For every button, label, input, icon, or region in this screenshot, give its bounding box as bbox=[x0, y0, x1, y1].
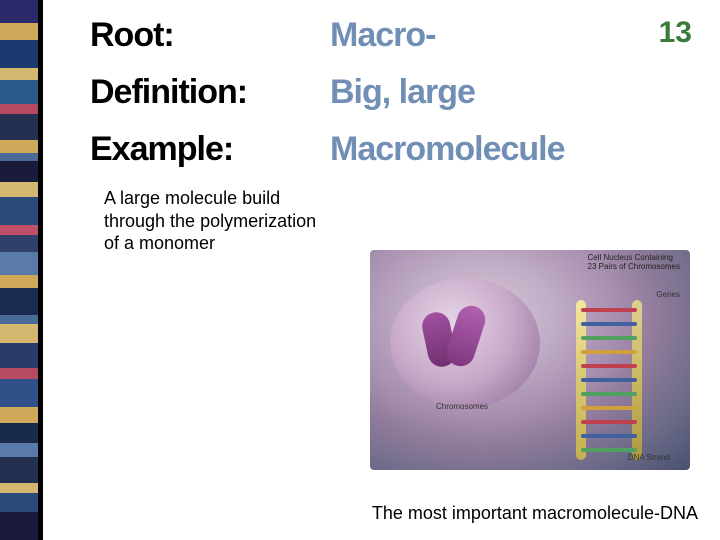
dna-helix-area bbox=[532, 300, 682, 460]
illustration-title-line1: Cell Nucleus Containing bbox=[588, 253, 673, 262]
image-caption: The most important macromolecule-DNA bbox=[372, 503, 698, 524]
root-value: Macro- bbox=[330, 16, 700, 55]
dna-illustration: Cell Nucleus Containing 23 Pairs of Chro… bbox=[370, 250, 690, 470]
slide-body: Root: Macro- Definition: Big, large Exam… bbox=[90, 16, 700, 255]
dna-helix bbox=[554, 300, 664, 460]
definition-row: Definition: Big, large bbox=[90, 73, 700, 112]
example-row: Example: Macromolecule bbox=[90, 130, 700, 169]
illustration-title-line2: 23 Pairs of Chromosomes bbox=[588, 262, 680, 271]
root-row: Root: Macro- bbox=[90, 16, 700, 55]
example-description: A large molecule build through the polym… bbox=[104, 187, 334, 255]
definition-value: Big, large bbox=[330, 73, 700, 112]
illustration-background: Cell Nucleus Containing 23 Pairs of Chro… bbox=[370, 250, 690, 470]
dna-strand-label: DNA Strand bbox=[628, 453, 670, 462]
definition-label: Definition: bbox=[90, 73, 330, 112]
example-value: Macromolecule bbox=[330, 130, 700, 169]
side-stripe-border bbox=[38, 0, 43, 540]
genes-label: Genes bbox=[656, 290, 680, 299]
illustration-title: Cell Nucleus Containing 23 Pairs of Chro… bbox=[588, 254, 680, 272]
side-stripe-decoration bbox=[0, 0, 38, 540]
chromosomes-label: Chromosomes bbox=[436, 402, 488, 411]
root-label: Root: bbox=[90, 16, 330, 55]
example-label: Example: bbox=[90, 130, 330, 169]
